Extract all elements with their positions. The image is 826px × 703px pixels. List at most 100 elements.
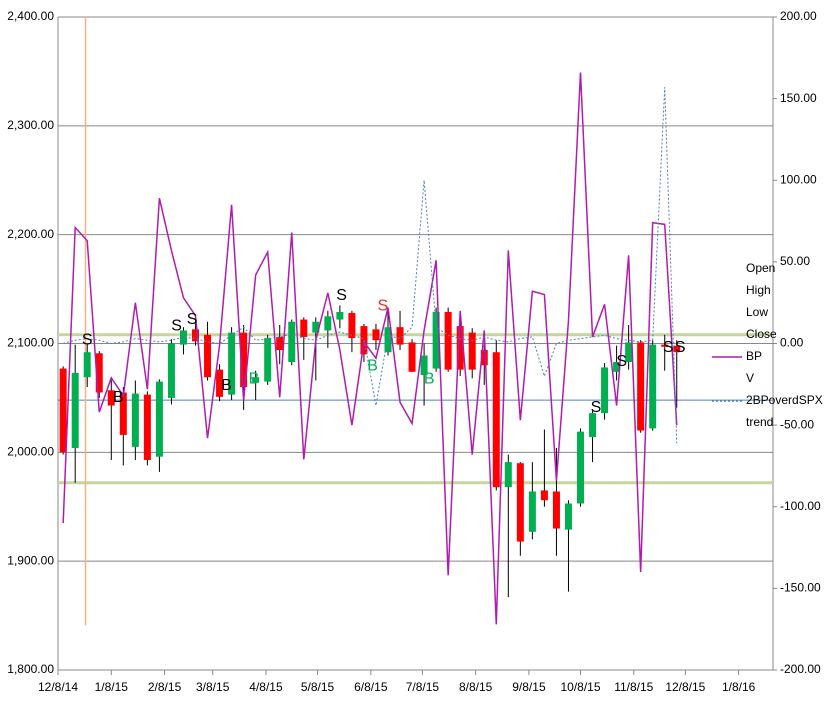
candle-body xyxy=(384,327,392,353)
annotation: S xyxy=(82,331,93,348)
candle-body xyxy=(528,491,536,532)
annotation: S xyxy=(171,317,182,334)
line-series xyxy=(63,87,678,444)
candle-body xyxy=(167,343,175,398)
annotation: S xyxy=(663,339,674,356)
x-tick-label: 12/8/15 xyxy=(665,680,705,694)
legend-label: 2BPoverdSPX xyxy=(746,393,823,407)
candle-body xyxy=(216,369,224,397)
candle-body xyxy=(143,394,151,460)
legend-label: BP xyxy=(746,349,762,363)
candle-body xyxy=(480,350,488,366)
y2-tick-label: -200.00 xyxy=(780,662,821,676)
x-tick-label: 1/8/16 xyxy=(722,680,756,694)
candle-body xyxy=(649,344,657,429)
candle-body xyxy=(71,372,79,448)
x-tick-label: 7/8/15 xyxy=(406,680,440,694)
y-tick-label: 2,100.00 xyxy=(7,336,54,350)
candle-body xyxy=(468,332,476,370)
x-tick-label: 9/8/15 xyxy=(512,680,546,694)
candle-body xyxy=(625,342,633,363)
annotation: B xyxy=(367,358,378,375)
x-tick-label: 11/8/15 xyxy=(614,680,653,694)
annotation: S xyxy=(591,399,602,416)
annotation: S xyxy=(616,353,627,370)
legend-label: trend xyxy=(746,415,773,429)
candle-body xyxy=(613,362,621,372)
candle-body xyxy=(131,393,139,447)
y2-tick-label: 150.00 xyxy=(780,91,817,105)
legend-label: V xyxy=(746,371,754,385)
candle-body xyxy=(420,355,428,376)
y2-tick-label: 100.00 xyxy=(780,172,817,186)
candle-body xyxy=(179,330,187,345)
candle-body xyxy=(204,334,212,378)
candle-body xyxy=(540,490,548,501)
annotation: B xyxy=(113,389,124,406)
y-tick-label: 2,300.00 xyxy=(7,118,54,132)
candle-body xyxy=(444,311,452,370)
candle-body xyxy=(119,392,127,435)
candle-body xyxy=(637,342,645,431)
candle-body xyxy=(661,344,669,347)
legend-label: Close xyxy=(746,327,777,341)
candle-body xyxy=(192,329,199,342)
candle-body xyxy=(432,311,440,369)
legend-label: Open xyxy=(746,261,775,275)
y2-tick-label: 50.00 xyxy=(780,254,810,268)
legend-label: High xyxy=(746,283,771,297)
candle-body xyxy=(492,352,500,488)
x-tick-label: 10/8/15 xyxy=(560,680,600,694)
candle-body xyxy=(516,463,524,542)
y-tick-label: 1,900.00 xyxy=(7,553,54,567)
candle-body xyxy=(95,353,103,393)
candle-body xyxy=(348,313,356,339)
x-tick-label: 8/8/15 xyxy=(459,680,493,694)
candle-body xyxy=(288,321,296,363)
annotation: S xyxy=(378,298,389,315)
x-tick-label: 4/8/15 xyxy=(249,680,283,694)
candle-body xyxy=(564,503,572,530)
candle-body xyxy=(589,413,597,438)
x-tick-label: 3/8/15 xyxy=(196,680,230,694)
candle-body xyxy=(552,491,560,529)
y-tick-label: 2,000.00 xyxy=(7,445,54,459)
candle-body xyxy=(673,345,681,353)
candle-body xyxy=(601,367,609,414)
x-tick-label: 1/8/15 xyxy=(95,680,129,694)
candle-body xyxy=(264,338,272,382)
y2-tick-label: -100.00 xyxy=(780,499,821,513)
candle-body xyxy=(240,332,248,388)
candle-body xyxy=(408,342,416,372)
y2-tick-label: 0.00 xyxy=(780,336,804,350)
x-tick-label: 5/8/15 xyxy=(301,680,335,694)
candle-body xyxy=(577,431,584,504)
candle-body xyxy=(107,390,115,406)
annotation: B xyxy=(424,371,435,388)
annotation: B xyxy=(221,377,232,394)
candle-body xyxy=(252,377,260,383)
candle-body xyxy=(300,319,308,337)
y-tick-label: 2,200.00 xyxy=(7,227,54,241)
annotation: S xyxy=(336,287,347,304)
candle-body xyxy=(312,321,320,333)
y-tick-label: 2,400.00 xyxy=(7,9,54,23)
x-tick-label: 12/8/14 xyxy=(38,680,78,694)
candle-body xyxy=(372,329,380,341)
candle-body xyxy=(456,326,464,370)
annotation: S xyxy=(187,311,198,328)
candle-body xyxy=(396,327,404,345)
candle-body xyxy=(276,336,284,351)
y2-tick-label: 200.00 xyxy=(780,9,817,23)
y-tick-label: 1,800.00 xyxy=(7,662,54,676)
y2-tick-label: -150.00 xyxy=(780,581,821,595)
annotation: B xyxy=(249,371,260,388)
candle-body xyxy=(155,381,163,457)
candle-body xyxy=(228,332,236,395)
annotation: S xyxy=(675,339,686,356)
x-tick-label: 6/8/15 xyxy=(354,680,388,694)
candle-body xyxy=(59,368,67,453)
x-tick-label: 2/8/15 xyxy=(148,680,182,694)
